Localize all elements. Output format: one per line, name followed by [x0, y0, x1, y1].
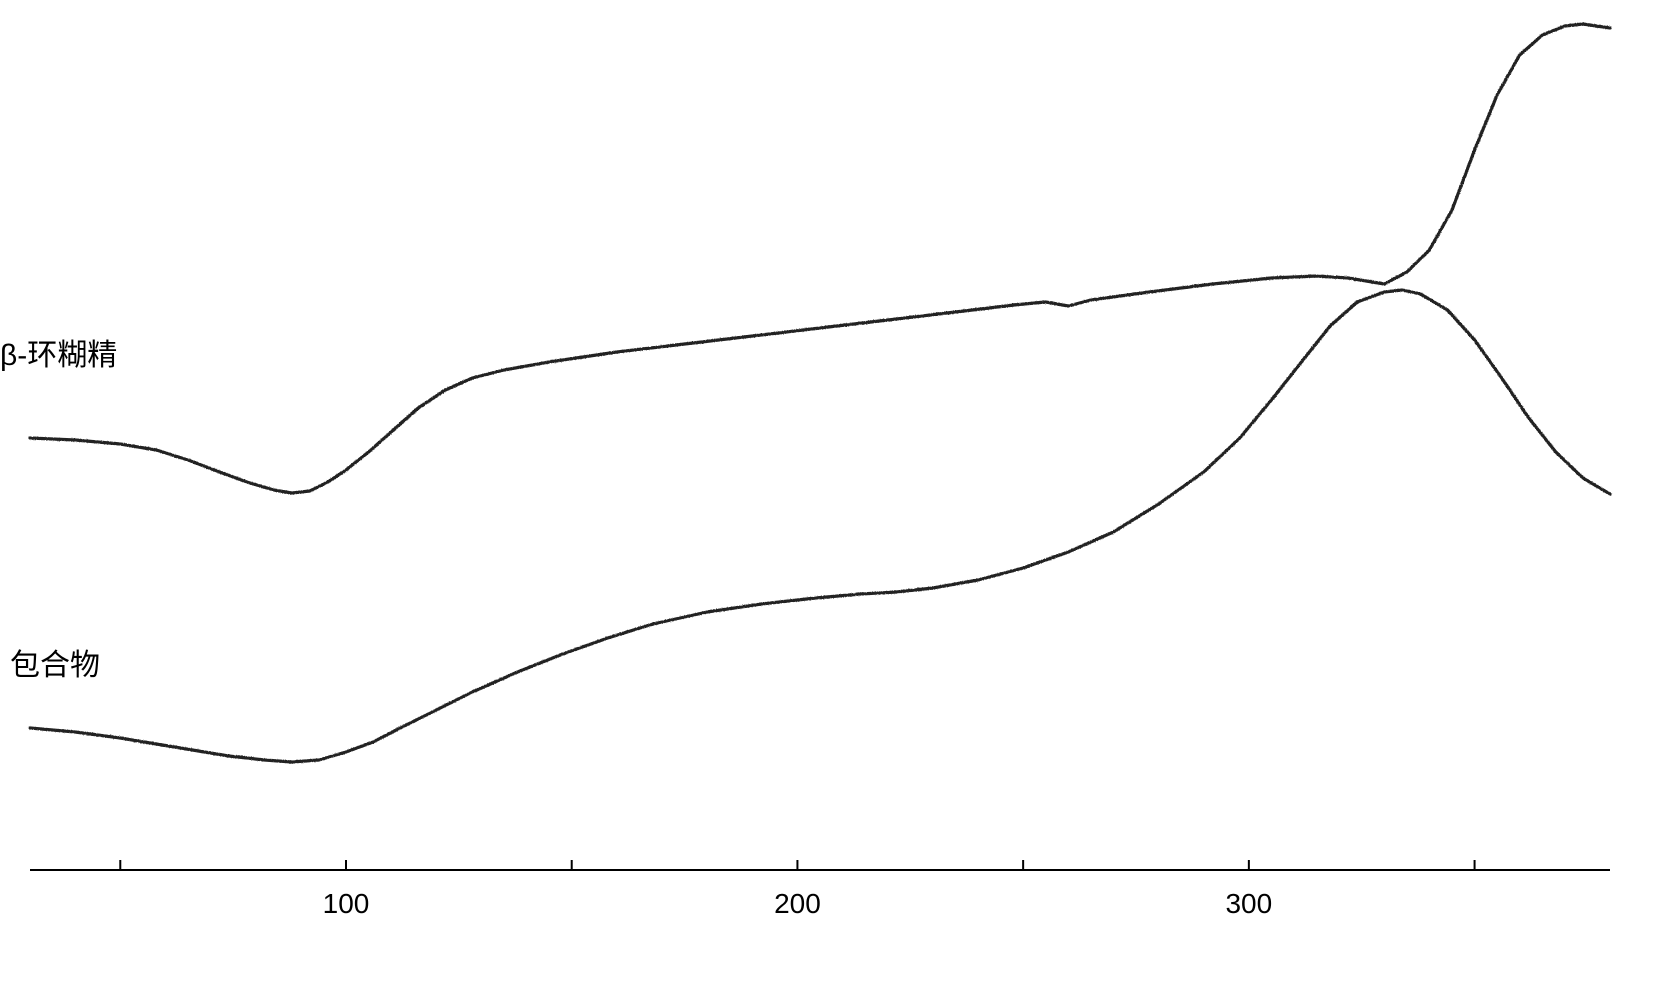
series-label-inclusion: 包合物	[10, 640, 100, 684]
x-tick-label-200: 200	[774, 888, 821, 920]
series-label-beta-cd: β-环糊精	[0, 330, 117, 374]
series-inclusion	[30, 290, 1610, 762]
series-beta_cd	[30, 24, 1610, 493]
x-tick-label-300: 300	[1225, 888, 1272, 920]
thermal-chart: β-环糊精 包合物 100 200 300	[0, 0, 1653, 987]
chart-svg	[0, 0, 1653, 987]
x-tick-label-100: 100	[323, 888, 370, 920]
